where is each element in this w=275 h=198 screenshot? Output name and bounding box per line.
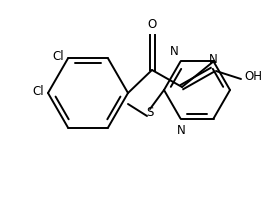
Text: OH: OH	[244, 69, 262, 83]
Text: O: O	[147, 18, 157, 31]
Text: N: N	[209, 53, 217, 66]
Text: S: S	[146, 106, 154, 118]
Text: N: N	[177, 124, 186, 137]
Text: Cl: Cl	[52, 50, 64, 63]
Text: N: N	[170, 45, 178, 58]
Text: Cl: Cl	[32, 85, 44, 97]
